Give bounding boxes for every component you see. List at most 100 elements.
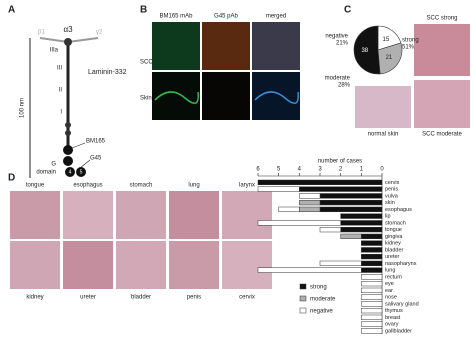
row-label: Skin	[140, 96, 152, 102]
image-label: esophagus	[73, 183, 102, 189]
category-label: gallbladder	[385, 328, 412, 334]
bar	[361, 267, 383, 273]
x-tick-label: 4	[298, 167, 302, 173]
category-label: ureter	[385, 254, 400, 260]
image	[10, 241, 60, 289]
domain-label: IIIa	[50, 48, 59, 54]
bar	[257, 179, 383, 185]
domain-label: III	[57, 66, 62, 72]
legend-label: strong	[310, 285, 327, 291]
category-label: penis	[385, 187, 398, 193]
category-label: salivary gland	[385, 301, 419, 307]
slice-percent: 21%	[336, 41, 349, 47]
pie-slice	[377, 42, 403, 75]
chain-label: γ2	[96, 30, 103, 36]
bar	[319, 193, 383, 199]
legend-swatch	[299, 295, 307, 302]
g-module	[63, 145, 73, 155]
panel-label: D	[8, 173, 15, 184]
bar	[340, 227, 383, 233]
module-label: 5	[80, 169, 83, 175]
slice-value: 21	[386, 55, 393, 61]
antibody: BM165	[86, 139, 106, 145]
category-label: stomach	[385, 220, 406, 226]
bar	[319, 206, 383, 212]
bar	[361, 233, 383, 239]
bar	[361, 274, 383, 280]
image-label: SCC moderate	[422, 132, 462, 138]
image-label: penis	[187, 295, 201, 301]
bar	[361, 314, 383, 320]
category-label: esophagus	[385, 207, 412, 213]
x-tick-label: 0	[380, 167, 384, 173]
category-label: skin	[385, 200, 395, 206]
bar	[257, 186, 300, 192]
slice-name: negative	[325, 34, 348, 40]
g-module	[76, 167, 86, 177]
category-label: lip	[385, 214, 391, 220]
slice-value: 15	[383, 37, 390, 43]
legend-label: negative	[310, 309, 333, 315]
arrow	[79, 159, 91, 169]
category-label: nose	[385, 295, 397, 301]
domain	[65, 130, 71, 136]
slice-percent: 51%	[402, 45, 415, 51]
bar	[361, 287, 383, 293]
image-label: stomach	[130, 183, 153, 189]
bar	[257, 267, 362, 273]
image	[10, 191, 60, 239]
bar	[319, 200, 383, 206]
bar	[299, 193, 321, 199]
g-label: G	[51, 162, 56, 168]
image	[252, 22, 300, 70]
image-label: SCC strong	[426, 16, 457, 22]
slice-name: moderate	[325, 76, 351, 82]
bar	[361, 260, 383, 266]
column-label: merged	[266, 14, 286, 20]
column-label: BM165 mAb	[159, 14, 193, 20]
legend-swatch	[299, 307, 307, 314]
antibody: G45	[90, 156, 102, 162]
category-label: breast	[385, 315, 401, 321]
pie-slice	[353, 25, 381, 75]
image-label: cervix	[239, 295, 255, 301]
category-label: thymus	[385, 308, 403, 314]
chain-label: β1	[38, 30, 45, 36]
column-label: G45 pAb	[214, 14, 238, 20]
bar	[361, 301, 383, 307]
image-label: normal skin	[368, 132, 399, 138]
category-label: eye	[385, 281, 394, 287]
image	[222, 191, 272, 239]
bar	[278, 206, 300, 212]
arrow	[71, 142, 86, 149]
image	[355, 86, 411, 128]
bar	[361, 240, 383, 246]
category-label: cervix	[385, 180, 400, 186]
bar	[361, 254, 383, 260]
image	[414, 24, 470, 76]
category-label: bladder	[385, 247, 404, 253]
domain	[65, 122, 71, 128]
image-label: lung	[188, 183, 199, 189]
module-label: 4	[69, 169, 72, 175]
x-tick-label: 3	[318, 167, 322, 173]
image-label: larynx	[239, 183, 255, 189]
chain-label: α3	[63, 25, 73, 34]
panel-label: B	[140, 5, 147, 16]
image	[116, 191, 166, 239]
category-label: nasopharynx	[385, 261, 417, 267]
domain-label: I	[60, 110, 62, 116]
panel-label: C	[344, 5, 351, 16]
image	[414, 80, 470, 128]
x-tick-label: 1	[360, 167, 364, 173]
bar	[361, 247, 383, 253]
bar	[257, 220, 341, 226]
image-label: kidney	[26, 295, 43, 301]
category-label: lung	[385, 268, 395, 274]
bar	[361, 321, 383, 327]
bar	[361, 281, 383, 287]
bar	[361, 308, 383, 314]
bar	[361, 328, 383, 334]
legend-swatch	[299, 283, 307, 290]
